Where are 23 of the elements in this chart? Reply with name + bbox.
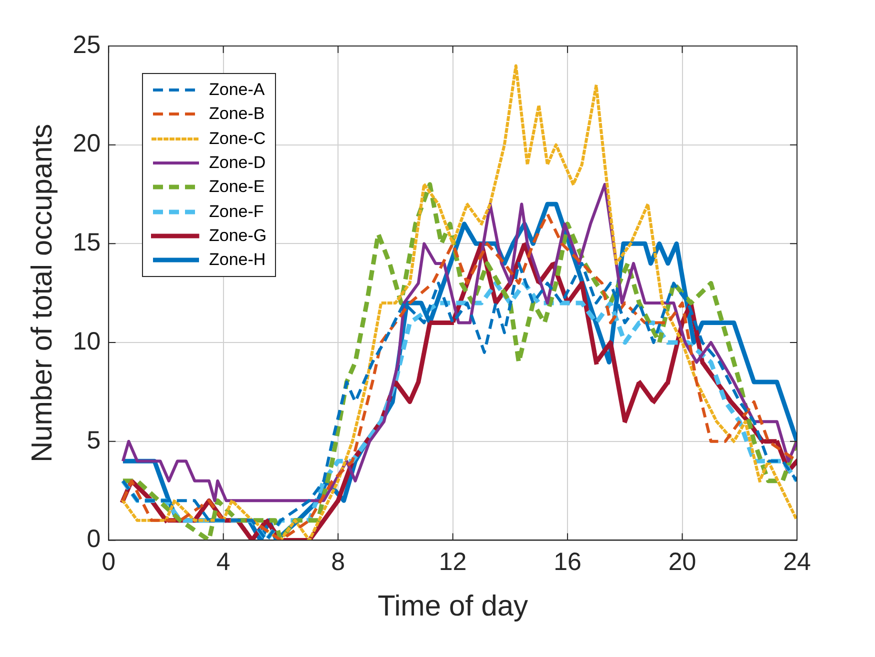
x-tick-label: 16 xyxy=(554,548,582,576)
legend-label: Zone-E xyxy=(209,177,265,198)
legend-label: Zone-G xyxy=(209,226,267,246)
legend-label: Zone-C xyxy=(209,128,266,149)
legend-label: Zone-B xyxy=(209,104,265,124)
x-tick-label: 8 xyxy=(331,548,346,576)
line-series xyxy=(121,64,797,540)
legend-label: Zone-H xyxy=(209,250,266,270)
y-tick-label: 5 xyxy=(86,426,101,454)
legend-label: Zone-A xyxy=(209,80,265,100)
legend-label: Zone-F xyxy=(209,202,264,222)
y-tick-label: 20 xyxy=(72,130,101,158)
legend-label: Zone-D xyxy=(209,153,266,174)
x-axis-title: Time of day xyxy=(378,590,529,623)
x-tick-label: 24 xyxy=(783,548,811,576)
x-tick-label: 20 xyxy=(668,548,696,576)
y-tick-label: 25 xyxy=(72,30,101,59)
y-tick-label: 10 xyxy=(72,327,101,356)
y-axis-title: Number of total occupants xyxy=(26,124,58,462)
x-tick-label: 12 xyxy=(438,548,467,576)
y-tick-label: 15 xyxy=(72,228,101,257)
x-tick-label: 4 xyxy=(216,548,230,576)
y-tick-label: 0 xyxy=(86,525,101,554)
